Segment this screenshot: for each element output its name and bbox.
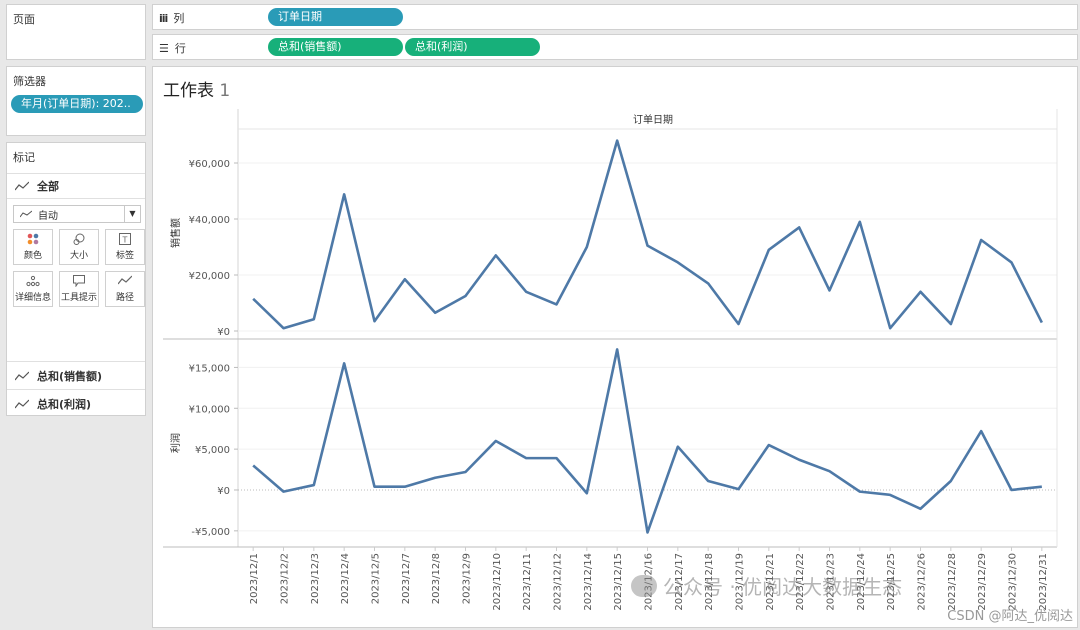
watermark-wechat: 公众号 · 优阅达大数据生态 bbox=[631, 571, 902, 600]
x-tick-label: 2023/12/31 bbox=[1038, 553, 1049, 611]
pages-title: 页面 bbox=[13, 13, 35, 26]
rows-shelf-label: ☰ 行 bbox=[159, 40, 186, 56]
line-mark-icon bbox=[15, 399, 29, 408]
mark-detail-label: 详细信息 bbox=[14, 293, 51, 303]
mark-color-label: 颜色 bbox=[23, 251, 42, 261]
y-tick-label: ¥60,000 bbox=[189, 159, 230, 170]
rows-icon: ☰ bbox=[159, 41, 169, 55]
rows-pill-sales[interactable]: 总和(销售额) bbox=[268, 38, 403, 56]
x-tick-label: 2023/12/11 bbox=[522, 553, 533, 611]
marks-title: 标记 bbox=[13, 151, 35, 164]
line-mark-icon bbox=[15, 181, 29, 191]
worksheet-title: 工作表 1 bbox=[163, 81, 230, 101]
x-tick-label: 2023/12/15 bbox=[613, 553, 624, 611]
x-tick-label: 2023/12/14 bbox=[583, 553, 594, 611]
y-tick-label: ¥5,000 bbox=[195, 445, 230, 456]
x-tick-label: 2023/12/7 bbox=[401, 553, 412, 604]
x-tick-label: 2023/12/3 bbox=[310, 553, 321, 604]
worksheet-chart: 工作表 1 订单日期 销售额 利润 ¥0 ¥20,000 ¥40,000 ¥60,00… bbox=[163, 81, 1058, 611]
sales-line bbox=[252, 139, 1043, 330]
x-tick-label: 2023/12/1 bbox=[249, 553, 260, 604]
columns-pill-order-date[interactable]: 订单日期 bbox=[268, 8, 403, 26]
y-tick-label: ¥40,000 bbox=[189, 215, 230, 226]
mark-tooltip-button[interactable]: 工具提示 bbox=[59, 271, 99, 307]
line-mark-icon bbox=[20, 210, 32, 218]
mark-type-value: 自动 bbox=[38, 210, 58, 222]
label-icon: T bbox=[119, 233, 131, 245]
pages-panel[interactable]: 页面 bbox=[6, 4, 146, 60]
x-tick-label: 2023/12/9 bbox=[462, 553, 473, 604]
profit-line bbox=[252, 348, 1042, 534]
mark-path-label: 路径 bbox=[115, 293, 134, 303]
mark-detail-button[interactable]: 详细信息 bbox=[13, 271, 53, 307]
columns-shelf-label: iii 列 bbox=[159, 10, 184, 26]
path-icon bbox=[117, 275, 133, 287]
marks-panel: 标记 全部 自动 ▼ 颜色 大小 T 标签 详细信息 工具提示 bbox=[6, 142, 146, 416]
columns-icon: iii bbox=[159, 11, 168, 25]
y-axis-title-profit: 利润 bbox=[169, 433, 182, 453]
columns-label-text: 列 bbox=[173, 12, 185, 25]
mark-size-label: 大小 bbox=[69, 251, 88, 261]
tooltip-icon bbox=[73, 275, 85, 288]
columns-shelf[interactable]: iii 列 订单日期 bbox=[152, 4, 1078, 30]
chevron-down-icon: ▼ bbox=[124, 206, 140, 222]
mark-type-select[interactable]: 自动 ▼ bbox=[13, 205, 141, 223]
marks-all-row[interactable]: 全部 bbox=[7, 173, 145, 199]
y-tick-label: ¥0 bbox=[217, 327, 230, 338]
marks-all-label: 全部 bbox=[37, 180, 59, 193]
marks-measure-profit[interactable]: 总和(利润) bbox=[7, 389, 145, 417]
x-tick-label: 2023/12/22 bbox=[795, 553, 806, 611]
x-tick-label: 2023/12/4 bbox=[340, 553, 351, 604]
x-tick-label: 2023/12/17 bbox=[674, 553, 685, 611]
x-tick-label: 2023/12/24 bbox=[856, 553, 867, 611]
mark-tooltip-label: 工具提示 bbox=[60, 293, 97, 303]
rows-shelf[interactable]: ☰ 行 总和(销售额) 总和(利润) bbox=[152, 34, 1078, 60]
x-tick-label: 2023/12/8 bbox=[431, 553, 442, 604]
wechat-icon bbox=[631, 574, 657, 597]
y-tick-label: -¥5,000 bbox=[191, 527, 230, 538]
detail-icon bbox=[26, 275, 40, 287]
svg-text:T: T bbox=[122, 236, 128, 245]
y-tick-label: ¥15,000 bbox=[189, 363, 230, 374]
x-tick-label: 2023/12/28 bbox=[947, 553, 958, 611]
filter-pill-month[interactable]: 年月(订单日期): 202.. bbox=[11, 95, 143, 113]
x-tick-label: 2023/12/26 bbox=[917, 553, 928, 611]
filters-panel[interactable]: 筛选器 年月(订单日期): 202.. bbox=[6, 66, 146, 136]
rows-label-text: 行 bbox=[174, 42, 186, 55]
color-dots-icon bbox=[27, 233, 39, 245]
size-icon bbox=[73, 233, 85, 245]
x-tick-label: 2023/12/23 bbox=[826, 553, 837, 611]
y-tick-label: ¥10,000 bbox=[189, 404, 230, 415]
watermark-csdn: CSDN @阿达_优阅达 bbox=[947, 609, 1073, 624]
x-tick-label: 2023/12/10 bbox=[492, 553, 503, 611]
column-header: 订单日期 bbox=[633, 114, 673, 126]
x-tick-label: 2023/12/25 bbox=[886, 553, 897, 611]
marks-measure-sales[interactable]: 总和(销售额) bbox=[7, 361, 145, 389]
marks-measure-sales-label: 总和(销售额) bbox=[37, 369, 103, 383]
line-mark-icon bbox=[15, 371, 29, 380]
x-tick-label: 2023/12/18 bbox=[704, 553, 715, 611]
worksheet-view: 工作表 1 订单日期 销售额 利润 ¥0 ¥20,000 ¥40,000 ¥60,00… bbox=[152, 66, 1078, 628]
mark-color-button[interactable]: 颜色 bbox=[13, 229, 53, 265]
y-tick-label: ¥0 bbox=[217, 486, 230, 497]
x-tick-label: 2023/12/30 bbox=[1008, 553, 1019, 611]
mark-path-button[interactable]: 路径 bbox=[105, 271, 145, 307]
x-tick-label: 2023/12/21 bbox=[765, 553, 776, 611]
rows-pill-profit[interactable]: 总和(利润) bbox=[405, 38, 540, 56]
mark-label-button[interactable]: T 标签 bbox=[105, 229, 145, 265]
x-tick-label: 2023/12/29 bbox=[977, 553, 988, 611]
x-tick-label: 2023/12/19 bbox=[735, 553, 746, 611]
filters-title: 筛选器 bbox=[13, 75, 46, 88]
x-tick-label: 2023/12/5 bbox=[371, 553, 382, 604]
y-axis-title-sales: 销售额 bbox=[169, 218, 182, 248]
mark-label-label: 标签 bbox=[115, 251, 134, 261]
y-tick-label: ¥20,000 bbox=[189, 271, 230, 282]
marks-measure-profit-label: 总和(利润) bbox=[37, 397, 92, 411]
mark-size-button[interactable]: 大小 bbox=[59, 229, 99, 265]
x-tick-label: 2023/12/2 bbox=[280, 553, 291, 604]
x-tick-label: 2023/12/12 bbox=[553, 553, 564, 611]
